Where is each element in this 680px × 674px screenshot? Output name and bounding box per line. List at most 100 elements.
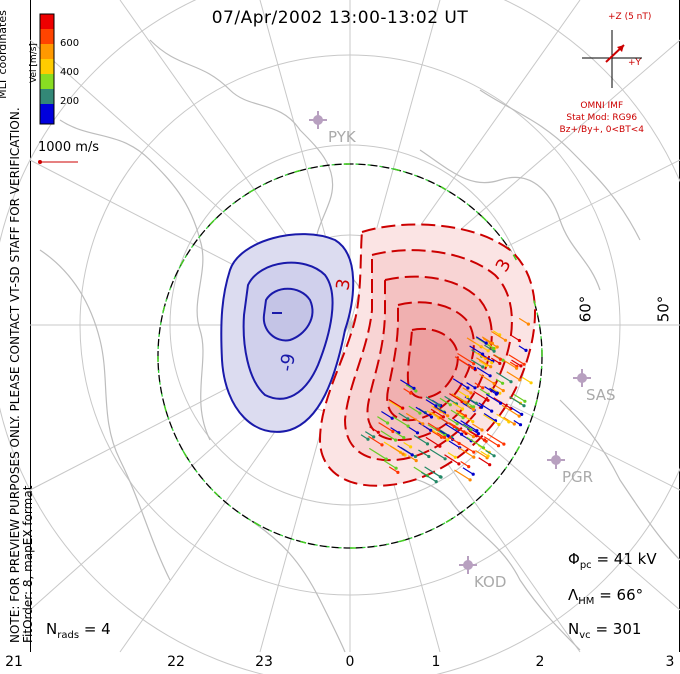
vector-shaft xyxy=(474,351,493,364)
coordinate-system-label: MLT coordinates xyxy=(0,10,9,99)
vector-shaft xyxy=(418,449,430,458)
vector-shaft xyxy=(368,435,383,446)
vector-shaft xyxy=(513,393,526,402)
vector-shaft xyxy=(418,422,432,431)
boundary-vector xyxy=(445,518,452,523)
vel-tick-600: 600 xyxy=(60,38,80,49)
vector-shaft xyxy=(415,406,432,418)
vector-shaft xyxy=(369,426,379,433)
vector-shaft xyxy=(479,388,489,395)
vector-shaft xyxy=(451,393,466,403)
vector-shaft xyxy=(429,448,446,460)
vector-shaft xyxy=(430,408,444,418)
vector-shaft xyxy=(398,412,409,420)
fit-order-line: FitOrder: 8, mapEX format xyxy=(21,485,35,643)
vector-shaft xyxy=(492,354,501,360)
vector-shaft xyxy=(490,357,501,364)
vector-shaft xyxy=(439,397,451,406)
vector-shaft xyxy=(466,404,474,411)
vector-shaft xyxy=(392,416,409,427)
boundary-vector xyxy=(440,186,447,191)
vector-shaft xyxy=(483,436,499,447)
vector-shaft xyxy=(486,433,505,445)
vector-shaft xyxy=(483,414,500,426)
vector-shaft xyxy=(368,447,387,460)
vector-shaft xyxy=(492,330,501,336)
vector-shaft xyxy=(403,388,412,394)
vector-shaft xyxy=(448,440,461,449)
vector-shaft xyxy=(476,357,492,368)
vector-shaft xyxy=(388,400,402,410)
vector-shaft xyxy=(460,420,478,432)
boundary-vector xyxy=(209,219,215,226)
vel-tick-400: 400 xyxy=(60,67,80,78)
vector-shaft xyxy=(454,469,471,481)
vector-shaft xyxy=(448,436,460,445)
vector-shaft xyxy=(508,354,525,365)
vector-shaft xyxy=(457,352,475,365)
vector-shaft xyxy=(390,427,400,434)
vector-shaft xyxy=(484,386,497,395)
vector-count: Nvc = 301 xyxy=(568,620,642,641)
vector-shaft xyxy=(380,430,396,441)
mlt-tick-2: 2 xyxy=(535,654,545,670)
vector-shaft xyxy=(454,356,474,369)
vector-shaft xyxy=(405,412,424,425)
vector-shaft xyxy=(493,397,512,410)
vector-shaft xyxy=(449,393,463,403)
imf-clock-dial xyxy=(582,30,642,88)
vector-shaft xyxy=(467,397,477,404)
vector-shaft xyxy=(364,431,375,438)
vector-shaft xyxy=(426,410,440,419)
reference-vector-label: 1000 m/s xyxy=(38,140,100,155)
vector-shaft xyxy=(485,449,495,457)
boundary-vector xyxy=(248,189,255,194)
reference-vector xyxy=(38,160,78,164)
station-markers xyxy=(309,111,591,574)
vector-shaft xyxy=(506,371,521,381)
vector-shaft xyxy=(408,405,421,414)
vector-shaft xyxy=(462,424,472,431)
vector-shaft xyxy=(511,335,520,342)
vector-shaft xyxy=(436,432,445,439)
vector-shaft xyxy=(491,330,506,341)
vector-shaft xyxy=(388,398,404,409)
mlt-tick-1: 1 xyxy=(431,654,441,670)
imf-model: Stat Mod: RG96 xyxy=(566,113,638,123)
vector-shaft xyxy=(465,431,474,438)
vector-shaft xyxy=(462,467,474,475)
imf-y-label: +Y xyxy=(628,58,642,68)
vector-shaft xyxy=(478,436,487,442)
vector-shaft xyxy=(447,452,456,458)
vector-shaft xyxy=(478,402,493,412)
velocity-axis-label: Vel [m/s] xyxy=(28,43,39,83)
mlt-tick-22: 22 xyxy=(167,654,185,670)
boundary-vector xyxy=(163,405,167,412)
vector-shaft xyxy=(475,342,489,352)
vector-shaft xyxy=(518,345,527,351)
vector-shaft xyxy=(472,423,483,431)
vector-shaft xyxy=(427,422,439,430)
vector-shaft xyxy=(444,423,462,435)
hm-boundary-latitude: ΛHM = 66° xyxy=(568,586,644,607)
vector-shaft xyxy=(403,441,411,448)
boundary-vector xyxy=(480,215,487,221)
vector-shaft xyxy=(483,412,496,422)
vector-shaft xyxy=(389,445,404,455)
vector-shaft xyxy=(518,317,529,325)
imf-source: OMNI IMF xyxy=(580,101,624,111)
vector-shaft xyxy=(466,382,476,389)
boundary-vector xyxy=(533,300,537,307)
latitude-label-60: 60° xyxy=(576,295,595,323)
vector-shaft xyxy=(444,395,457,405)
mlt-tick-21: 21 xyxy=(5,654,23,670)
cross-polar-potential: Φpc = 41 kV xyxy=(568,550,657,571)
vector-shaft xyxy=(475,449,488,459)
vector-shaft xyxy=(455,409,466,417)
vector-shaft xyxy=(470,359,484,368)
boundary-vector xyxy=(399,539,406,543)
vector-shaft xyxy=(479,373,495,385)
vector-shaft xyxy=(439,430,449,437)
vector-shaft xyxy=(452,402,463,410)
vector-shaft xyxy=(468,430,477,437)
